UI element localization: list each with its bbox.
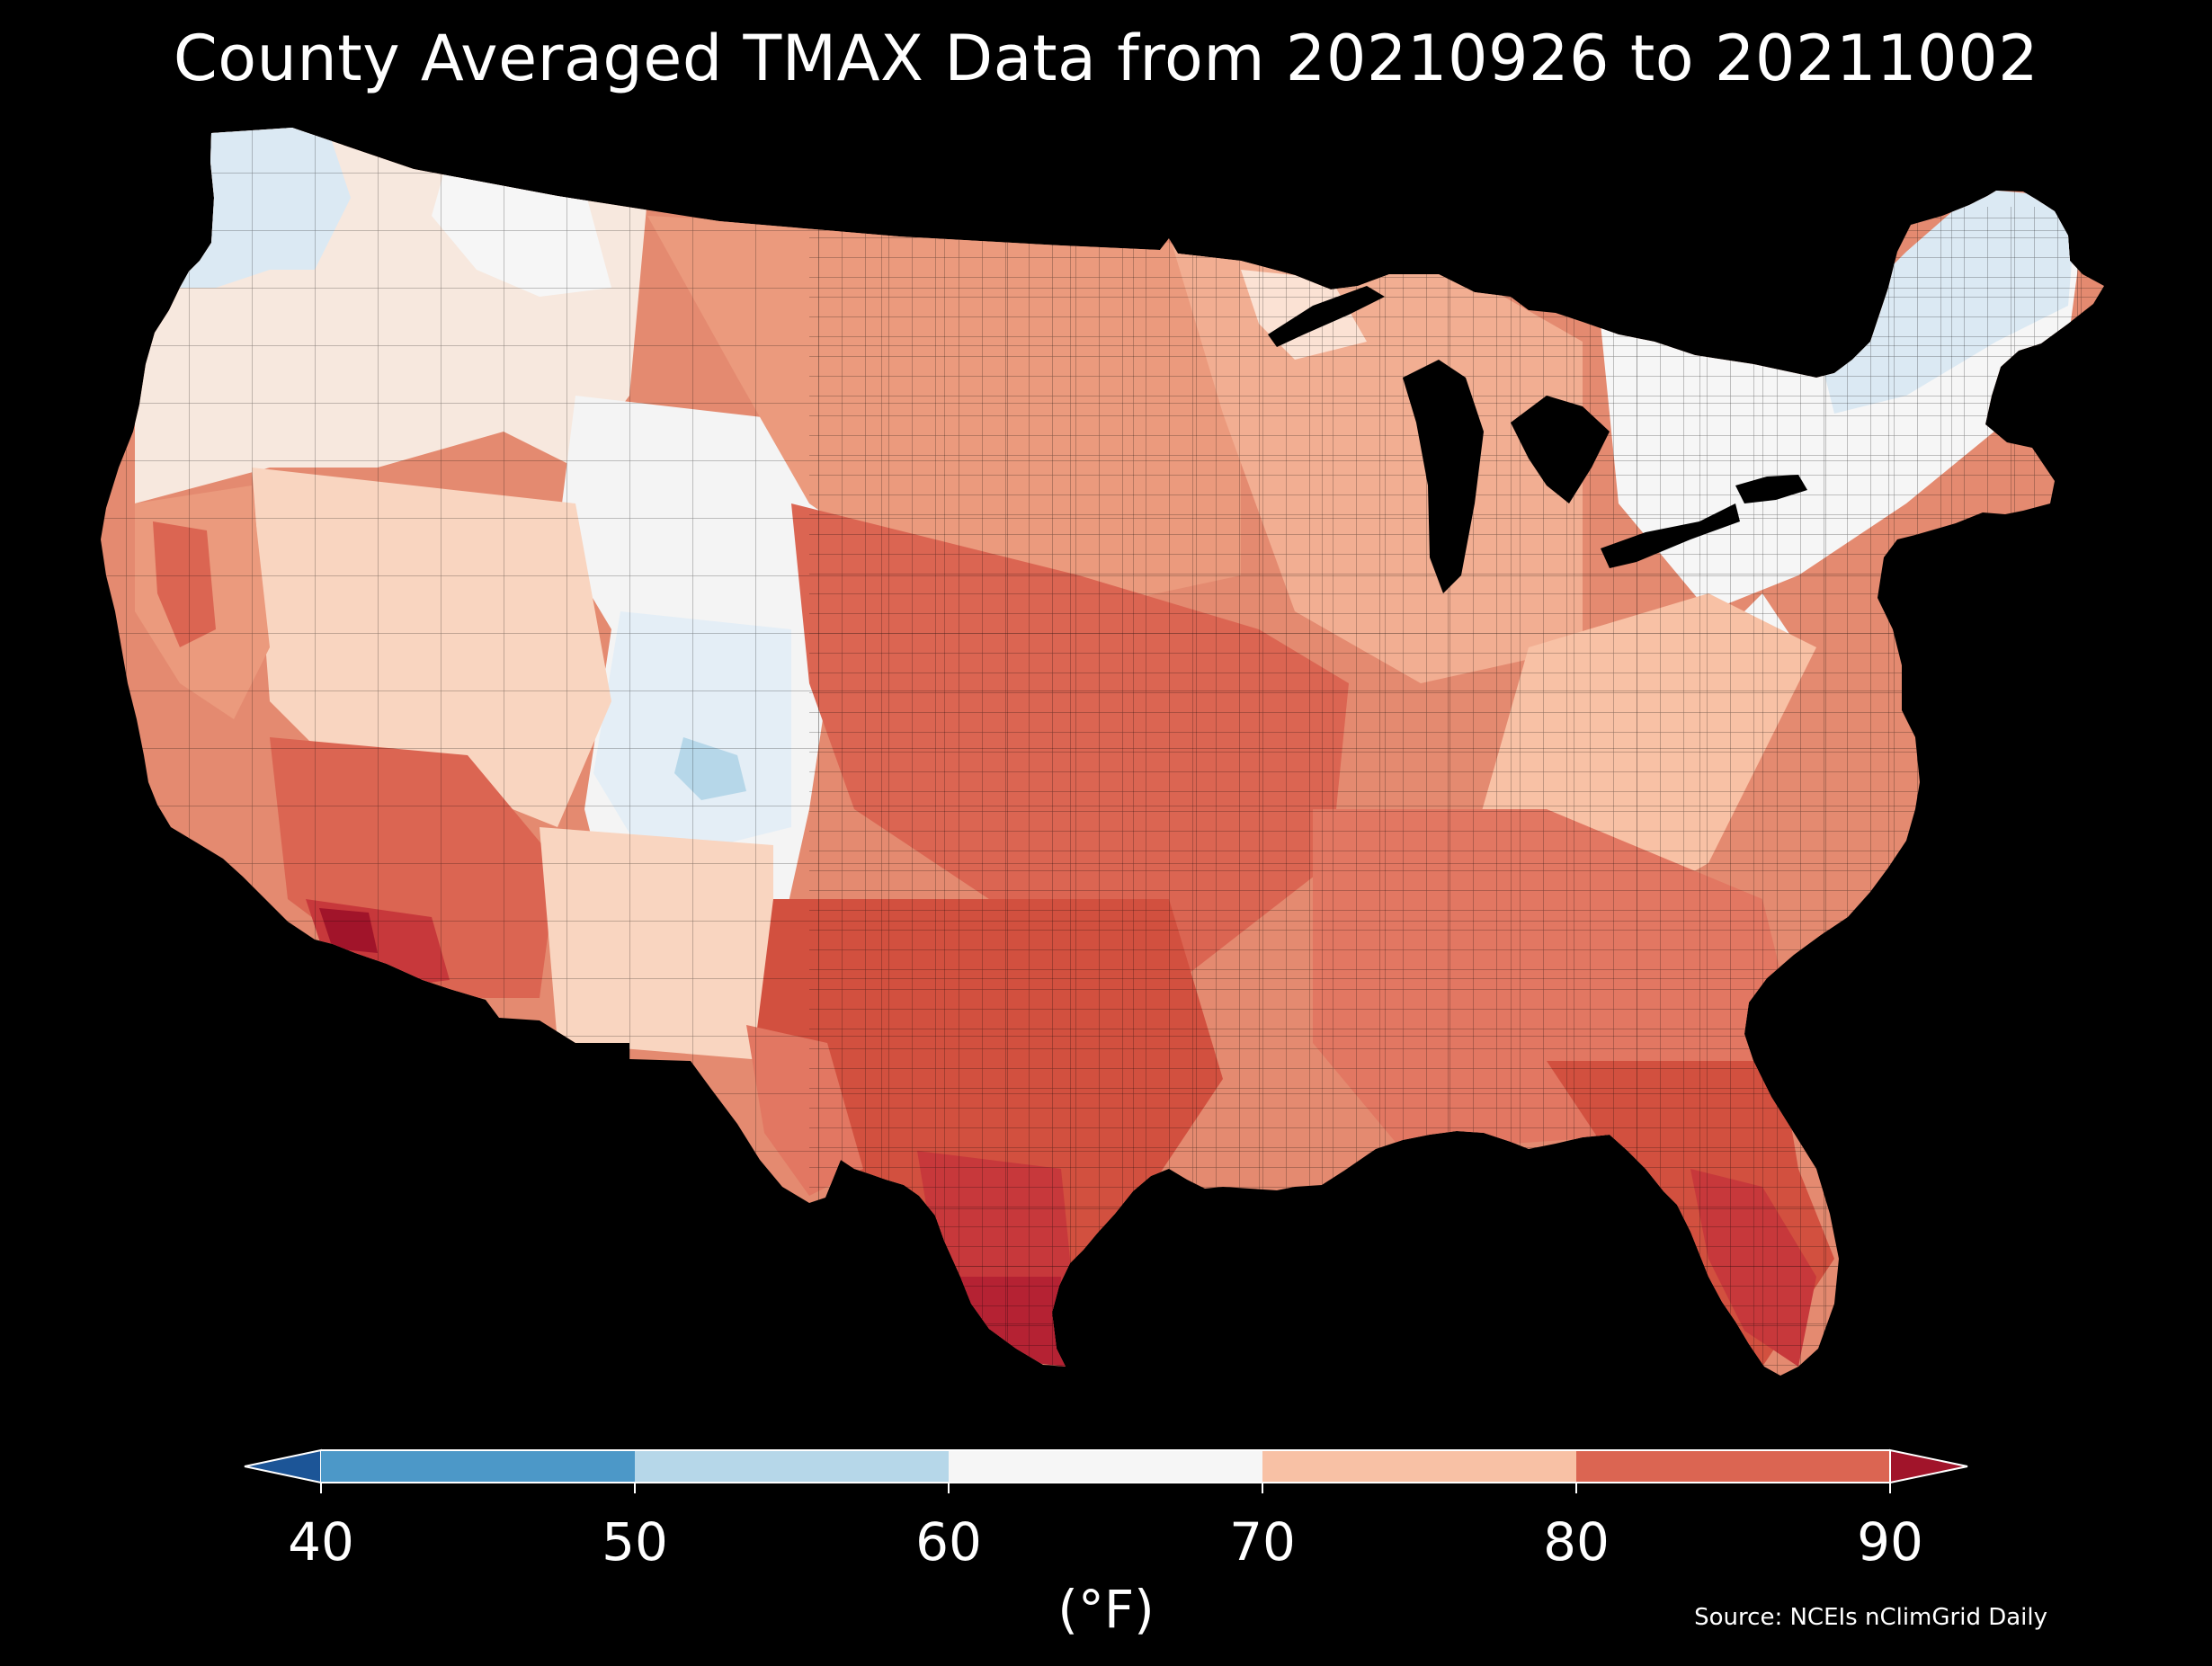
map-title: County Averaged TMAX Data from 20210926 … [173, 22, 2039, 95]
colorbar-bin-50-60 [635, 1450, 949, 1483]
colorbar-under-arrow [244, 1448, 322, 1484]
colorbar-tick-label: 90 [1857, 1511, 1923, 1572]
colorbar-over-arrow [1889, 1448, 1968, 1484]
colorbar-tick-label: 50 [602, 1511, 668, 1572]
colorbar-bin-80-90 [1576, 1450, 1890, 1483]
colorbar-bin-40-50 [321, 1450, 635, 1483]
colorbar-unit-label: (°F) [1057, 1579, 1155, 1640]
colorbar-bin-70-80 [1262, 1450, 1576, 1483]
colorbar-bin-60-70 [949, 1450, 1262, 1483]
great-lakes [1268, 286, 1807, 593]
colorbar-tick-label: 60 [915, 1511, 982, 1572]
colorbar-outline [321, 1449, 1890, 1483]
colorbar-tick-label: 40 [288, 1511, 354, 1572]
colorbar-tick-label: 80 [1543, 1511, 1610, 1572]
colorbar-tick-label: 70 [1229, 1511, 1296, 1572]
source-credit: Source: NCEIs nClimGrid Daily [1694, 1604, 2047, 1631]
colorbar [244, 1448, 1968, 1493]
